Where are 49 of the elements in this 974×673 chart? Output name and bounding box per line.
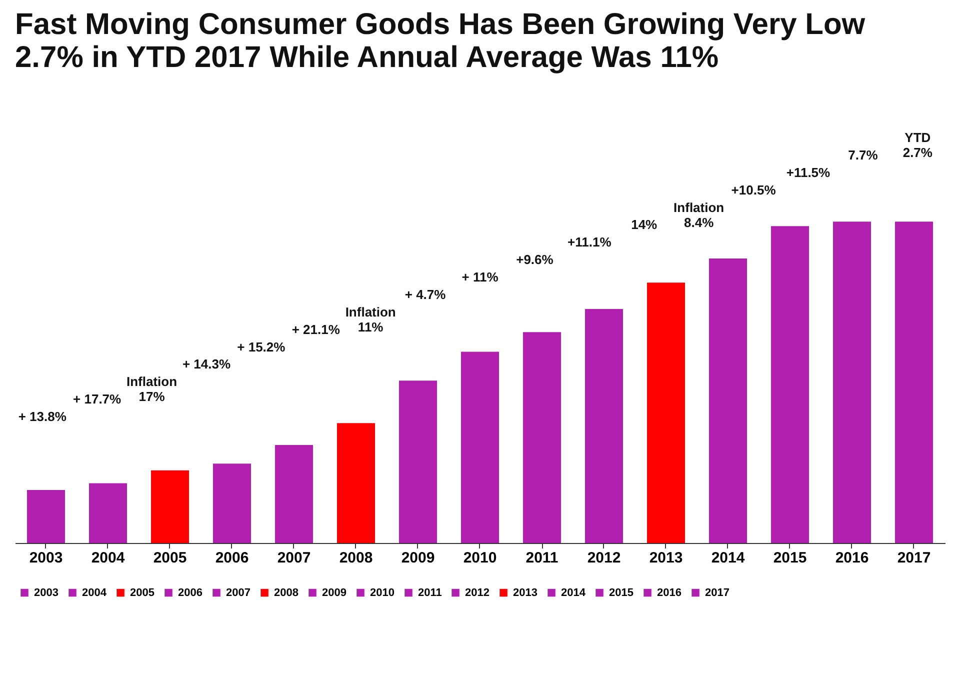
text: 7.7% bbox=[848, 147, 878, 162]
annotation: +11.1% bbox=[568, 234, 612, 250]
legend-label: 2007 bbox=[226, 586, 250, 599]
annotation: + 13.8% bbox=[18, 409, 67, 424]
legend-label: 2003 bbox=[34, 586, 58, 599]
annotation: + 21.1% bbox=[292, 322, 340, 337]
legend-label: 2012 bbox=[465, 586, 490, 599]
chart-title: Fast Moving Consumer Goods Has Been Growing Very Low bbox=[15, 8, 866, 41]
x-tick-label: 2006 bbox=[215, 550, 249, 566]
x-tick-label: 2005 bbox=[153, 550, 187, 566]
legend-label: 2011 bbox=[418, 586, 442, 599]
text: YTD 2.7% bbox=[902, 130, 933, 160]
legend-label: 2016 bbox=[657, 586, 682, 599]
annotation: Inflation 17% bbox=[126, 374, 178, 404]
legend-label: 2014 bbox=[561, 586, 586, 599]
x-tick-label: 2009 bbox=[401, 550, 435, 566]
annotation: + 14.3% bbox=[182, 356, 231, 372]
x-tick-label: 2016 bbox=[835, 550, 869, 566]
x-tick-label: 2013 bbox=[649, 550, 683, 566]
annotation: Inflation 11% bbox=[345, 304, 396, 334]
legend-label: 2004 bbox=[82, 586, 108, 599]
legend-label: 2013 bbox=[513, 586, 538, 599]
annotation: + 4.7% bbox=[404, 286, 446, 302]
legend-label: 2017 bbox=[705, 586, 730, 599]
x-tick-label: 2003 bbox=[29, 550, 63, 566]
text: +11.5% bbox=[786, 164, 831, 180]
legend-label: 2008 bbox=[274, 586, 298, 599]
x-tick-label: 2015 bbox=[773, 550, 807, 566]
x-tick-label: 2012 bbox=[587, 550, 621, 566]
legend-label: 2005 bbox=[130, 586, 154, 599]
x-tick-label: 2008 bbox=[339, 550, 373, 566]
chart-subtitle: 2.7% in YTD 2017 While Annual Average Was 11% bbox=[15, 41, 719, 74]
annotation: + 17.7% bbox=[73, 392, 122, 407]
legend-label: 2006 bbox=[178, 586, 202, 599]
annotation: + 15.2% bbox=[237, 339, 286, 354]
annotation: + 11% bbox=[462, 270, 499, 284]
x-tick-label: 2007 bbox=[277, 550, 311, 566]
text: +10.5% bbox=[731, 182, 776, 198]
x-tick-label: 2011 bbox=[526, 550, 558, 566]
legend-label: 2015 bbox=[609, 586, 634, 599]
annotation: Inflation 8.4% bbox=[674, 200, 724, 230]
legend-label: 2010 bbox=[370, 586, 394, 599]
annotation: +9.6% bbox=[516, 252, 554, 268]
x-tick-label: 2014 bbox=[711, 550, 746, 566]
x-tick-label: 2010 bbox=[463, 550, 497, 566]
annotation: 14% bbox=[631, 217, 658, 232]
x-tick-label: 2004 bbox=[91, 550, 126, 566]
x-tick-label: 2017 bbox=[897, 550, 931, 566]
legend-label: 2009 bbox=[322, 586, 346, 599]
